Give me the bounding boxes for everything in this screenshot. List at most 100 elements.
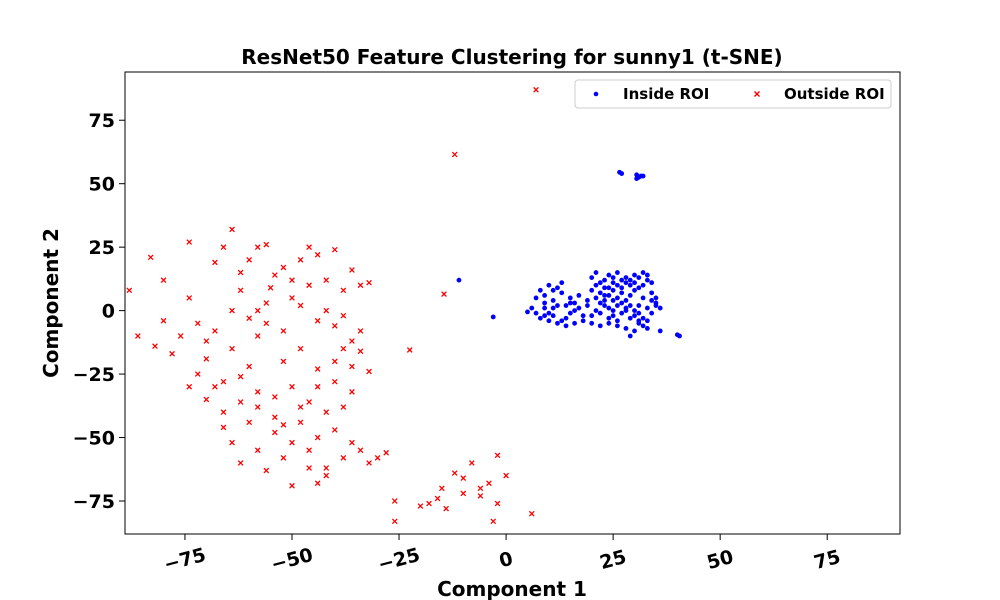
data-point: [555, 285, 560, 291]
data-point: [644, 277, 650, 283]
data-point: [468, 460, 475, 466]
data-point: [602, 298, 607, 303]
data-point: [246, 315, 253, 322]
data-point: [602, 277, 607, 283]
data-point: [606, 285, 612, 291]
series-0: [456, 169, 682, 339]
data-point: [289, 482, 295, 489]
data-point: [254, 447, 261, 454]
data-point: [349, 267, 355, 273]
data-point: [589, 313, 595, 319]
data-point: [615, 295, 620, 301]
data-point: [280, 358, 287, 365]
legend-box: [574, 79, 892, 109]
y-tick-label: −25: [73, 364, 115, 386]
data-point: [627, 292, 633, 298]
data-point: [640, 315, 646, 321]
data-point: [640, 270, 646, 275]
data-point: [254, 404, 261, 410]
data-point: [623, 280, 629, 286]
data-point: [229, 439, 235, 446]
data-point: [254, 333, 261, 339]
data-point: [426, 500, 432, 507]
data-point: [563, 323, 569, 329]
data-point: [263, 241, 270, 248]
data-point: [323, 277, 330, 284]
data-point: [636, 275, 642, 281]
data-point: [237, 399, 244, 405]
data-point: [636, 303, 642, 308]
y-tick-label: −50: [73, 428, 115, 450]
data-point: [649, 280, 655, 286]
data-point: [606, 315, 612, 321]
data-point: [477, 485, 484, 492]
data-point: [340, 345, 347, 352]
data-point: [306, 282, 312, 289]
data-point: [357, 348, 364, 355]
data-point: [160, 317, 167, 324]
x-axis-title: Component 1: [437, 577, 587, 600]
data-point: [349, 388, 355, 395]
data-point: [649, 310, 655, 316]
data-point: [169, 350, 175, 357]
data-point: [229, 226, 235, 233]
data-point: [593, 282, 599, 288]
data-point: [636, 285, 642, 291]
data-point: [563, 303, 569, 308]
data-point: [280, 328, 287, 334]
data-point: [627, 277, 633, 283]
data-point: [212, 383, 218, 390]
data-point: [572, 320, 577, 326]
data-point: [280, 454, 287, 461]
data-point: [632, 313, 637, 319]
data-point: [152, 343, 158, 350]
data-point: [254, 307, 261, 314]
data-point: [572, 308, 577, 314]
data-point: [606, 305, 612, 311]
data-point: [212, 259, 218, 266]
data-point: [619, 171, 625, 176]
data-point: [615, 270, 620, 275]
data-point: [357, 447, 364, 454]
data-point: [289, 277, 295, 284]
data-point: [237, 460, 244, 466]
data-point: [280, 421, 287, 428]
data-point: [559, 318, 565, 324]
data-point: [186, 295, 193, 301]
data-point: [533, 295, 539, 301]
data-point: [331, 246, 338, 253]
data-point: [340, 454, 347, 461]
data-point: [126, 287, 133, 294]
data-point: [563, 315, 569, 321]
x-tick-label: 25: [597, 546, 628, 574]
data-point: [597, 300, 603, 306]
y-axis: −75 −50 −25 0 25 50 75: [73, 110, 125, 513]
data-point: [640, 295, 646, 301]
data-point: [306, 244, 312, 251]
data-point: [263, 300, 270, 306]
data-point: [623, 325, 629, 331]
data-point: [477, 493, 484, 499]
data-point: [494, 500, 501, 507]
data-point: [451, 151, 458, 158]
data-point: [297, 419, 304, 426]
data-point: [331, 427, 338, 433]
data-point: [619, 310, 625, 316]
data-point: [323, 472, 330, 479]
data-point: [576, 305, 582, 311]
legend-label-inside-roi: Inside ROI: [623, 85, 709, 103]
data-point: [644, 325, 650, 331]
data-point: [636, 310, 642, 316]
data-point: [546, 318, 552, 324]
data-point: [593, 270, 599, 275]
data-point: [580, 313, 586, 319]
data-point: [406, 347, 413, 353]
data-point: [542, 292, 548, 298]
data-point: [550, 305, 556, 311]
data-point: [263, 320, 270, 327]
legend-marker-inside-roi: [593, 91, 599, 97]
data-point: [537, 315, 543, 321]
data-point: [610, 275, 616, 281]
y-tick-label: 25: [89, 237, 115, 259]
